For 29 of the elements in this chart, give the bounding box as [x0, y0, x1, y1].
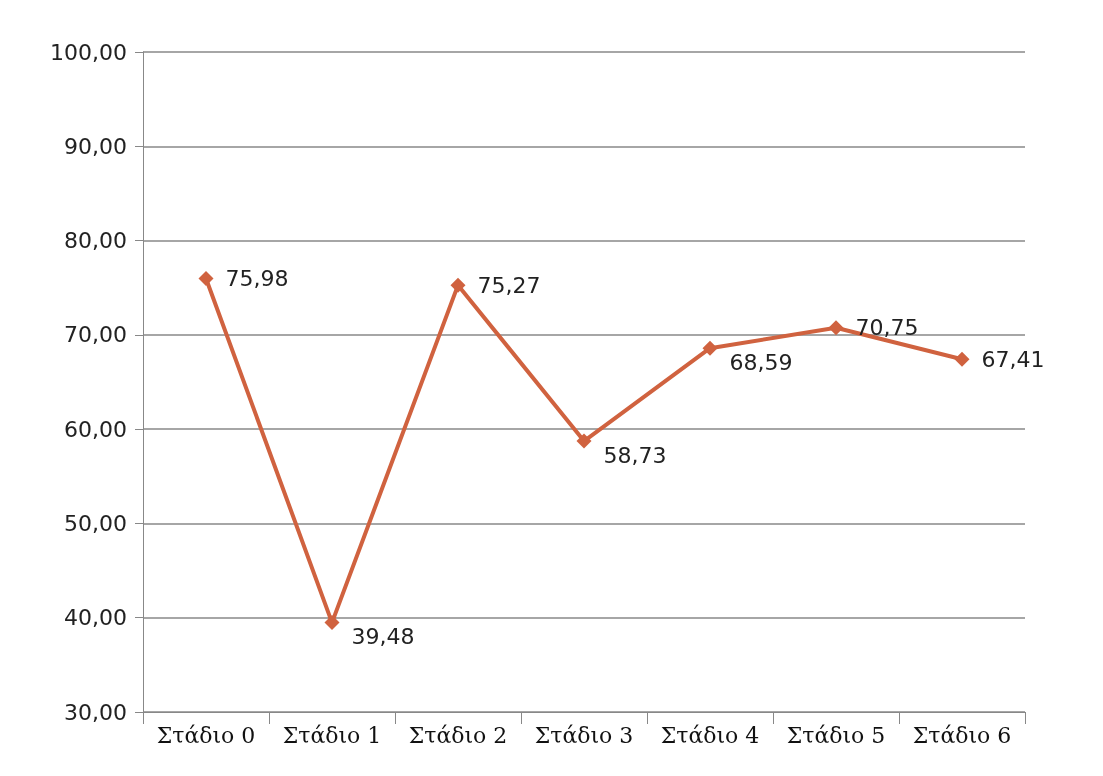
data-label: 75,98	[225, 265, 289, 291]
data-label: 67,41	[981, 346, 1045, 372]
y-tick-label: 40,00	[64, 605, 127, 631]
x-tick-label: Στάδιο 6	[912, 722, 1012, 748]
y-tick-label: 80,00	[64, 228, 127, 254]
point	[198, 270, 214, 286]
point	[576, 433, 592, 449]
data-label: 70,75	[855, 315, 919, 341]
x-tick-label: Στάδιο 4	[660, 722, 760, 748]
data-label: 39,48	[351, 624, 415, 650]
point	[828, 320, 844, 336]
y-tick-label: 100,00	[50, 39, 127, 65]
y-tick-label: 90,00	[64, 133, 127, 159]
y-tick-label: 30,00	[64, 699, 127, 725]
y-tick-label: 50,00	[64, 510, 127, 536]
data-label: 58,73	[603, 442, 667, 468]
x-tick-label: Στάδιο 5	[786, 722, 886, 748]
point	[450, 277, 466, 293]
point	[954, 351, 970, 367]
x-tick-label: Στάδιο 3	[534, 722, 634, 748]
data-label: 75,27	[477, 272, 541, 298]
y-tick-label: 60,00	[64, 416, 127, 442]
point	[702, 340, 718, 356]
data-label: 68,59	[729, 349, 793, 375]
x-tick-label: Στάδιο 2	[408, 722, 508, 748]
point	[324, 615, 340, 631]
x-tick-label: Στάδιο 1	[282, 722, 382, 748]
y-tick-label: 70,00	[64, 322, 127, 348]
x-tick-label: Στάδιο 0	[156, 722, 256, 748]
